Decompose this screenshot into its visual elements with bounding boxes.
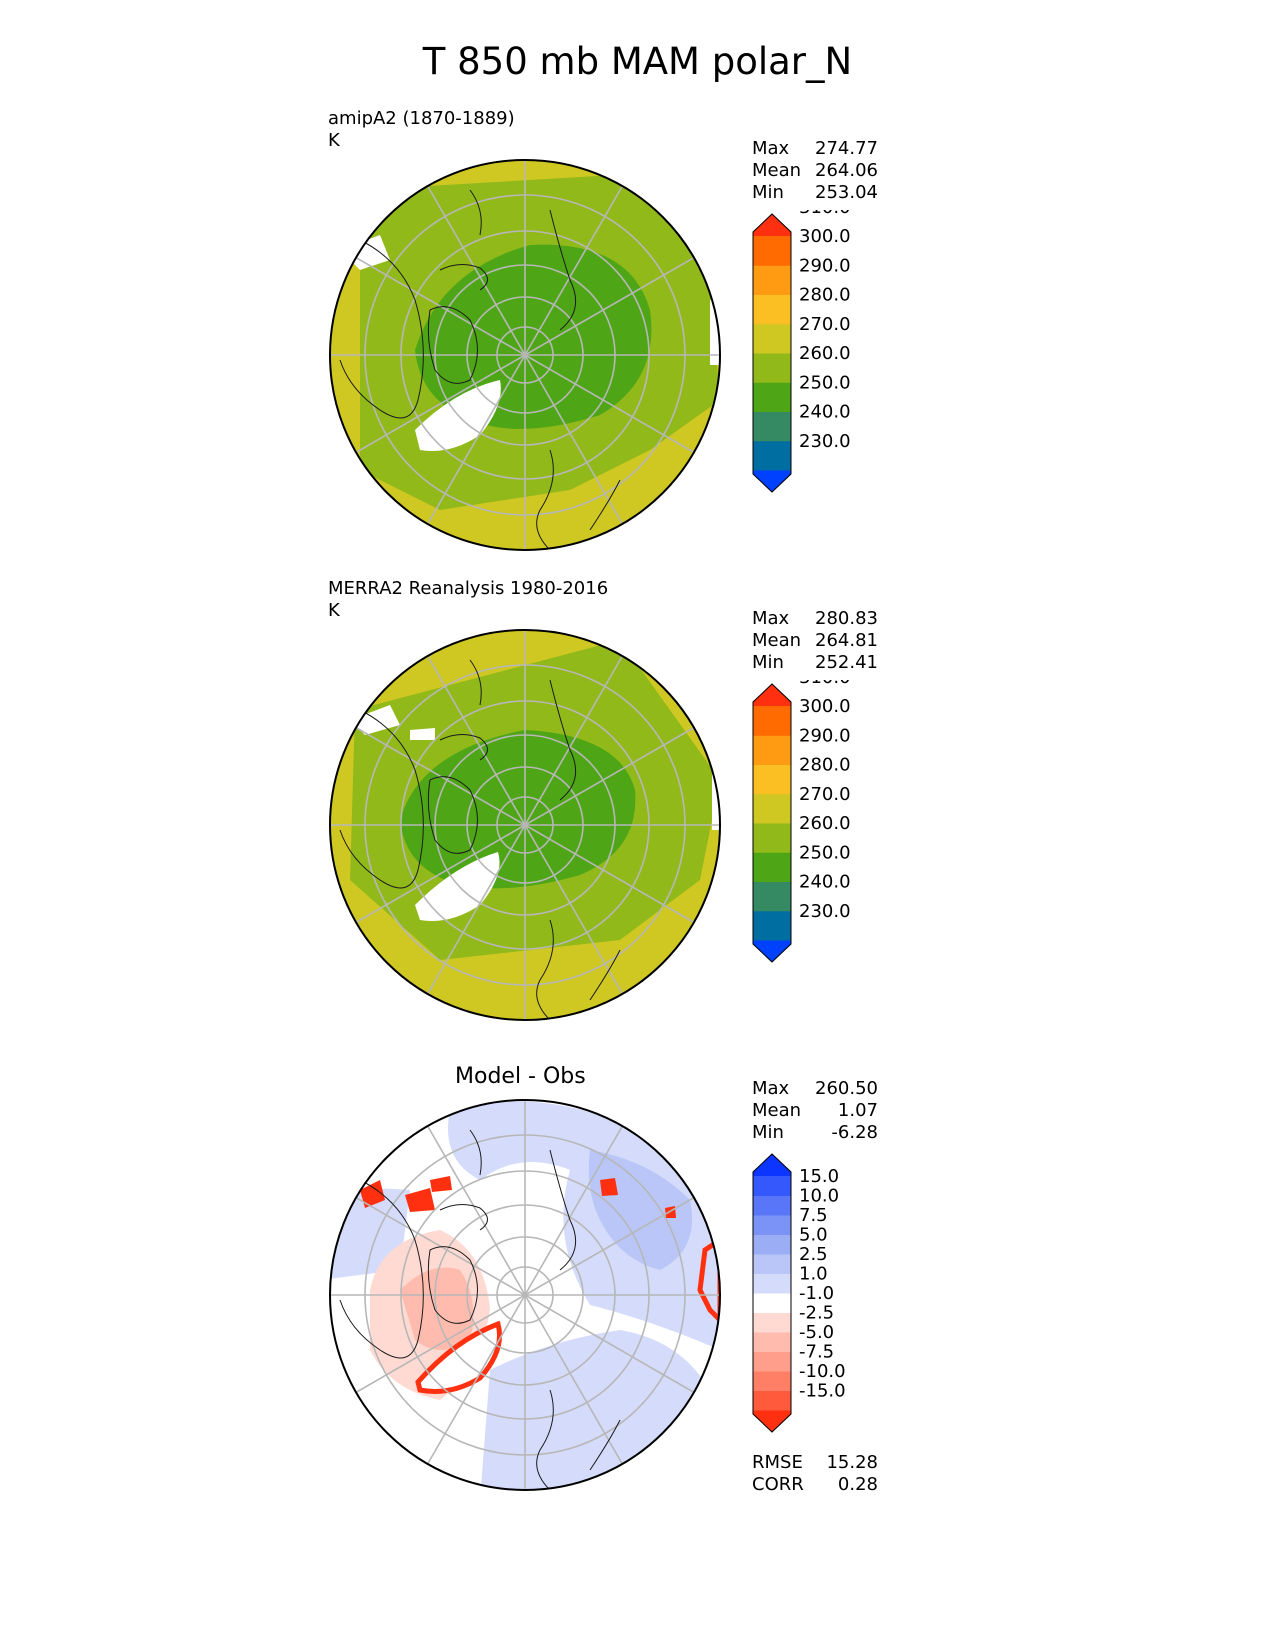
p3-colorbar-tick-label: 1.0 — [799, 1264, 828, 1285]
p1-colorbar-over — [753, 214, 791, 236]
panel1-units-label: K — [328, 130, 340, 151]
panel1-polar-map — [329, 159, 721, 551]
panel3-polar-map — [329, 1099, 721, 1491]
p1-colorbar-bin — [753, 411, 791, 442]
figure-title: T 850 mb MAM polar_N — [422, 40, 853, 83]
p1-colorbar-bin — [753, 323, 791, 354]
p2-colorbar-tick-label: 270.0 — [799, 784, 851, 805]
p3-colorbar-tick-label: 5.0 — [799, 1225, 828, 1246]
p3-colorbar-tick-label: -15.0 — [799, 1381, 846, 1402]
p2-colorbar-bin — [753, 706, 791, 736]
panel1-stats: Max 274.77 Mean 264.06 Min 253.04 — [752, 138, 878, 204]
p2-colorbar-tick-label: 280.0 — [799, 755, 851, 776]
p1-colorbar-bin — [753, 440, 791, 471]
p1-colorbar-bin — [753, 265, 791, 295]
p1-colorbar-tick-label: 300.0 — [799, 226, 851, 247]
p2-colorbar-bin — [753, 881, 791, 912]
p3-colorbar-tick-label: 2.5 — [799, 1244, 828, 1265]
p3-colorbar-outline — [752, 1153, 792, 1433]
panel1-stat-max: Max 274.77 — [752, 138, 878, 159]
p2-colorbar-bin — [753, 764, 791, 795]
p1-colorbar-tick-label: 290.0 — [799, 255, 851, 276]
panel3-title: Model - Obs — [455, 1064, 586, 1089]
p1-colorbar-tick-label: 230.0 — [799, 431, 851, 452]
p2-colorbar-bin — [753, 910, 791, 941]
p3-colorbar-tick-label: 15.0 — [799, 1166, 839, 1187]
p1-colorbar-tick-label: 310.0 — [799, 210, 851, 218]
p3-colorbar-bin — [753, 1215, 791, 1235]
p3-colorbar-bin — [753, 1254, 791, 1274]
p3-colorbar-bin — [753, 1293, 791, 1313]
panel3-stat-max: Max 260.50 — [752, 1078, 878, 1099]
p2-colorbar-bin — [753, 823, 791, 853]
panel1-stat-mean: Mean 264.06 — [752, 160, 878, 181]
panel2-colorbar: 230.0 240.0 250.0 260.0 270.0 280.0 290.0 300.0… — [752, 680, 851, 963]
panel1-dataset-label: amipA2 (1870-1889) — [328, 108, 515, 129]
panel3-stat-min: Min -6.28 — [752, 1122, 878, 1143]
p3-colorbar-tick-label: -5.0 — [799, 1322, 834, 1343]
p2-colorbar-tick-label: 310.0 — [799, 680, 851, 688]
p1-colorbar-tick-label: 270.0 — [799, 314, 851, 335]
p3-colorbar-bin — [753, 1234, 791, 1255]
panel3-metrics: RMSE 15.28 CORR 0.28 — [752, 1452, 878, 1496]
panel2-dataset-label: MERRA2 Reanalysis 1980-2016 — [328, 578, 609, 599]
panel1-colorbar: 230.0 240.0 250.0 260.0 270.0 280.0 290.0 300.0… — [752, 210, 851, 493]
p2-colorbar-under — [753, 940, 791, 962]
p2-colorbar-outline — [752, 683, 792, 963]
panel3-stats: Max 260.50 Mean 1.07 Min -6.28 — [752, 1078, 878, 1144]
panel2-stat-min: Min 252.41 — [752, 652, 878, 673]
p2-colorbar-tick-label: 290.0 — [799, 725, 851, 746]
p1-colorbar-tick-label: 280.0 — [799, 285, 851, 306]
p1-colorbar-bin — [753, 236, 791, 266]
p2-colorbar-tick-label: 300.0 — [799, 696, 851, 717]
p2-colorbar-tick-label: 240.0 — [799, 872, 851, 893]
p3-colorbar-tick-label: -1.0 — [799, 1283, 834, 1304]
p3-colorbar-bin — [753, 1390, 791, 1411]
p3-colorbar-over — [753, 1154, 791, 1176]
panel2-stat-max: Max 280.83 — [752, 608, 878, 629]
panel2-header: MERRA2 Reanalysis 1980-2016 K — [328, 578, 608, 622]
p3-colorbar-bin — [753, 1176, 791, 1196]
p1-colorbar-under — [753, 470, 791, 492]
p2-colorbar-bin — [753, 852, 791, 882]
p2-colorbar-tick-label: 250.0 — [799, 842, 851, 863]
p3-colorbar-bin — [753, 1332, 791, 1352]
p1-colorbar-bin — [753, 294, 791, 325]
p1-colorbar-bin — [753, 353, 791, 383]
panel1-stat-min: Min 253.04 — [752, 182, 878, 203]
p3-colorbar-bin — [753, 1371, 791, 1391]
panel3-colorbar: -15.0-10.0-7.5-5.0-2.5-1.01.02.55.07.510… — [752, 1153, 846, 1433]
panel2-stat-mean: Mean 264.81 — [752, 630, 878, 651]
panel2-units-label: K — [328, 600, 340, 621]
p1-colorbar-tick-label: 240.0 — [799, 402, 851, 423]
p1-colorbar-outline — [752, 213, 792, 493]
p2-colorbar-tick-label: 230.0 — [799, 901, 851, 922]
p3-colorbar-tick-label: -2.5 — [799, 1303, 834, 1324]
p1-colorbar-tick-label: 250.0 — [799, 372, 851, 393]
panel2-stats: Max 280.83 Mean 264.81 Min 252.41 — [752, 608, 878, 674]
panel3-stat-mean: Mean 1.07 — [752, 1100, 878, 1121]
p1-colorbar-bin — [753, 382, 791, 412]
p3-colorbar-bin — [753, 1312, 791, 1333]
p3-colorbar-bin — [753, 1195, 791, 1216]
panel3-metric-corr: CORR 0.28 — [752, 1474, 878, 1495]
p2-colorbar-bin — [753, 793, 791, 824]
p3-colorbar-bin — [753, 1273, 791, 1294]
p3-colorbar-tick-label: -7.5 — [799, 1342, 834, 1363]
p3-colorbar-tick-label: -10.0 — [799, 1361, 846, 1382]
p3-colorbar-bin — [753, 1351, 791, 1372]
p3-colorbar-tick-label: 10.0 — [799, 1186, 839, 1207]
p1-colorbar-tick-label: 260.0 — [799, 343, 851, 364]
p2-colorbar-tick-label: 260.0 — [799, 813, 851, 834]
p2-colorbar-over — [753, 684, 791, 706]
p3-colorbar-tick-label: 7.5 — [799, 1205, 828, 1226]
panel2-polar-map — [329, 629, 721, 1021]
panel3-metric-rmse: RMSE 15.28 — [752, 1452, 878, 1473]
panel1-header: amipA2 (1870-1889) K — [328, 108, 515, 152]
p2-colorbar-bin — [753, 735, 791, 765]
p3-colorbar-under — [753, 1410, 791, 1432]
